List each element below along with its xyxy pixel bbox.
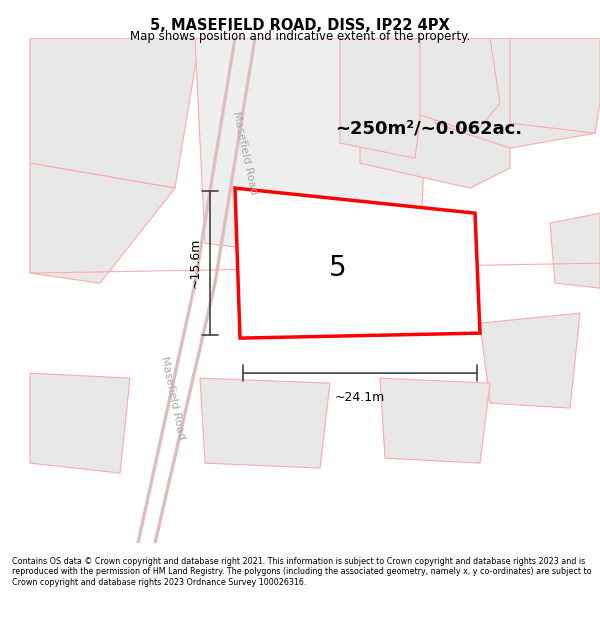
Polygon shape (430, 38, 600, 148)
Polygon shape (550, 213, 600, 288)
Text: ~15.6m: ~15.6m (189, 238, 202, 288)
Polygon shape (30, 163, 175, 283)
Polygon shape (235, 188, 480, 338)
Polygon shape (200, 378, 330, 468)
Polygon shape (195, 38, 430, 263)
Text: Map shows position and indicative extent of the property.: Map shows position and indicative extent… (130, 30, 470, 43)
Polygon shape (340, 38, 420, 158)
Polygon shape (510, 38, 600, 133)
Text: 5, MASEFIELD ROAD, DISS, IP22 4PX: 5, MASEFIELD ROAD, DISS, IP22 4PX (150, 18, 450, 32)
Polygon shape (380, 378, 490, 463)
Text: ~24.1m: ~24.1m (335, 391, 385, 404)
Text: Masefield Road: Masefield Road (231, 111, 259, 196)
Text: 5: 5 (329, 254, 346, 282)
Text: Masefield Road: Masefield Road (159, 356, 187, 441)
Polygon shape (30, 373, 130, 473)
Polygon shape (480, 313, 580, 408)
Polygon shape (415, 38, 500, 133)
Text: ~250m²/~0.062ac.: ~250m²/~0.062ac. (335, 119, 522, 137)
Text: Contains OS data © Crown copyright and database right 2021. This information is : Contains OS data © Crown copyright and d… (12, 557, 592, 586)
Polygon shape (30, 38, 200, 188)
Polygon shape (360, 38, 510, 188)
